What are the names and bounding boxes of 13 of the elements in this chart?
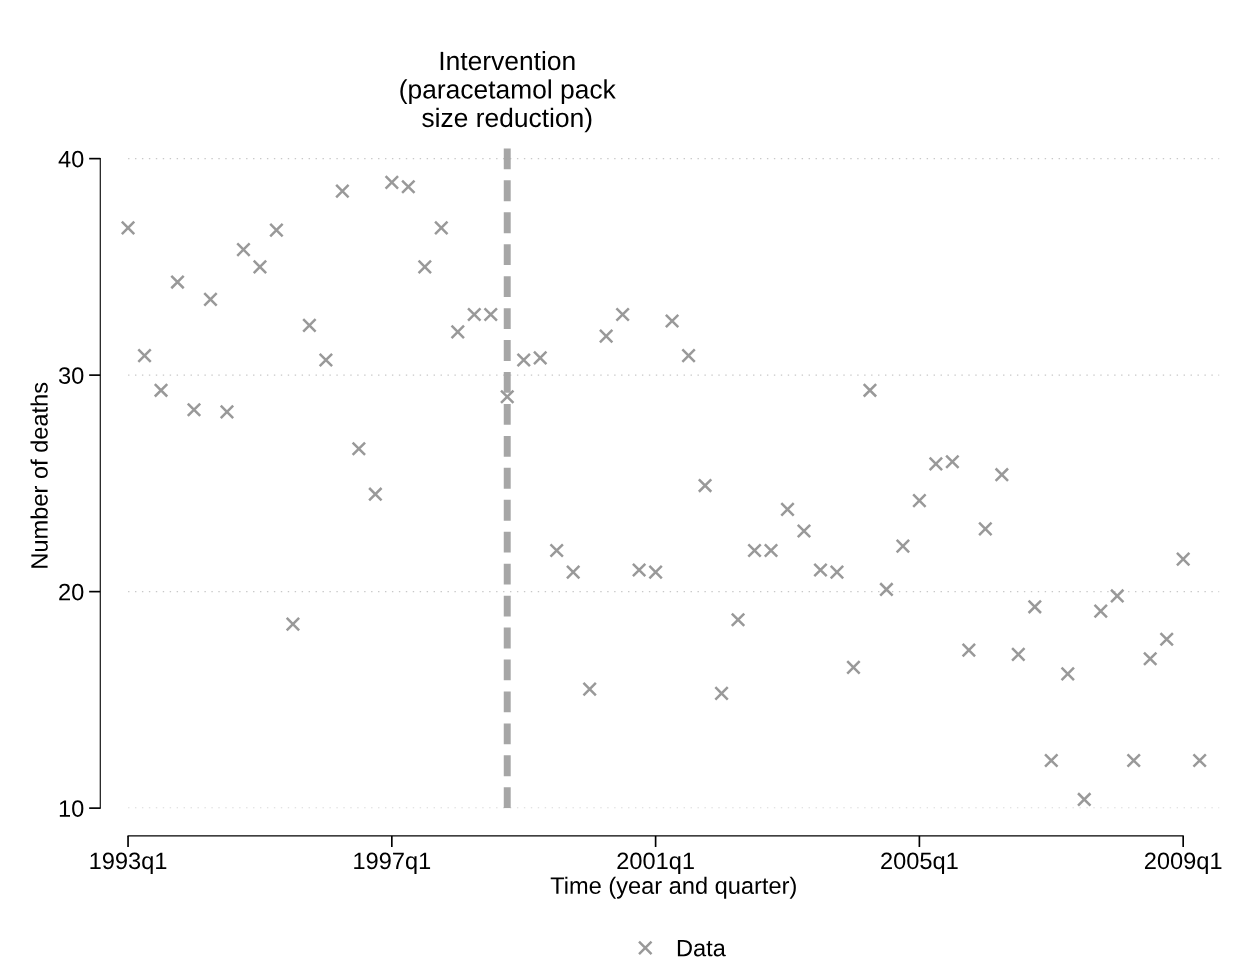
x-axis-title: Time (year and quarter) — [550, 876, 796, 899]
y-tick-label: 20 — [59, 583, 84, 601]
y-axis-title: Number of deaths — [30, 382, 48, 568]
x-tick-label: 1993q1 — [90, 852, 167, 874]
x-tick-label: 2005q1 — [881, 852, 958, 874]
legend-label: Data — [677, 939, 726, 957]
text: Intervention (paracetamol pack size reduction) — [400, 50, 616, 133]
y-tick-label: 40 — [58, 150, 84, 168]
x-tick-label: 2001q1 — [617, 852, 694, 874]
y-tick-label: 10 — [59, 800, 84, 817]
y-tick-label: 30 — [58, 367, 84, 384]
x-tick-label: 2009q1 — [1144, 852, 1222, 874]
x-tick-label: 1997q1 — [354, 852, 431, 874]
